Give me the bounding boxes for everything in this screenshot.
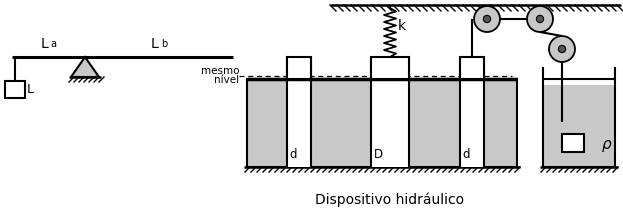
Text: b: b	[161, 39, 167, 49]
Text: mesmo: mesmo	[201, 66, 239, 76]
Text: ρ: ρ	[602, 138, 612, 153]
Circle shape	[527, 6, 553, 32]
Text: L: L	[40, 37, 49, 51]
Text: d: d	[462, 148, 470, 161]
Bar	[371, 57, 409, 79]
Bar	[543, 85, 615, 167]
Bar	[287, 79, 311, 167]
Text: Dispositivo hidráulico: Dispositivo hidráulico	[315, 192, 465, 207]
Circle shape	[474, 6, 500, 32]
Bar	[371, 79, 409, 167]
Bar	[247, 79, 517, 167]
Text: nível: nível	[214, 75, 239, 85]
Circle shape	[549, 36, 575, 62]
Text: a: a	[50, 39, 57, 49]
Circle shape	[558, 45, 566, 53]
Bar	[562, 134, 584, 152]
Polygon shape	[71, 57, 99, 77]
Circle shape	[483, 15, 491, 23]
Text: L: L	[27, 83, 34, 96]
Text: d: d	[289, 148, 297, 161]
Text: k: k	[398, 19, 406, 33]
Bar	[460, 79, 484, 167]
Text: D: D	[374, 148, 383, 161]
Text: L: L	[151, 37, 159, 51]
Bar	[287, 57, 311, 79]
Bar	[5, 81, 25, 98]
Circle shape	[536, 15, 544, 23]
Bar	[460, 57, 484, 79]
